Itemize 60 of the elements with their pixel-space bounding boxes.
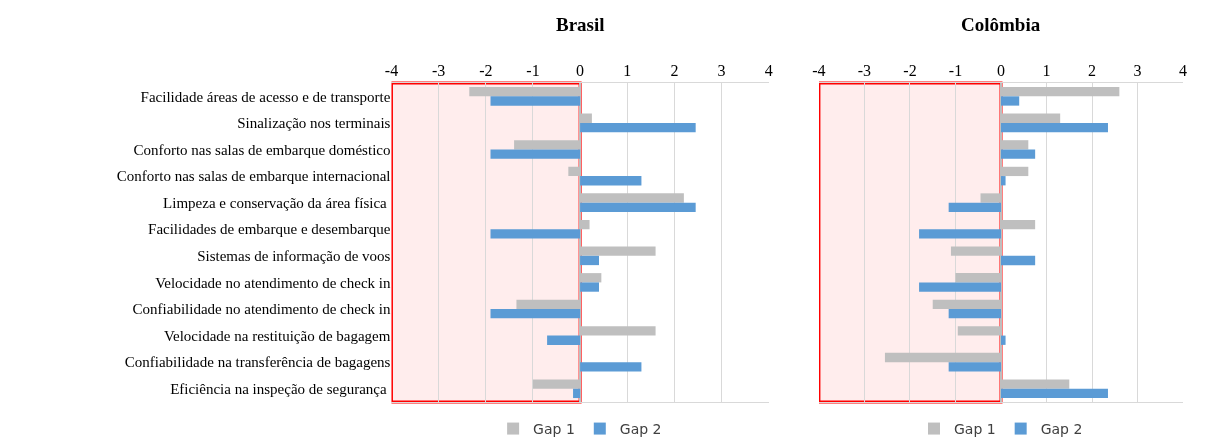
bar xyxy=(1001,96,1020,106)
y-tick-label: Conforto nas salas de embarque internacional xyxy=(116,168,391,185)
y-tick-label: Sinalização nos terminais xyxy=(237,115,391,132)
x-tick-label: -4 xyxy=(384,61,399,79)
bar xyxy=(547,335,581,345)
bar xyxy=(580,202,696,212)
bar xyxy=(919,229,1001,239)
bar xyxy=(1001,149,1036,159)
y-tick-label: Velocidade no atendimento de check in xyxy=(155,274,391,291)
legend-label: Gap 2 xyxy=(619,421,662,438)
y-tick-label: Confiabilidade na transferência de bagagens xyxy=(124,354,391,371)
bar xyxy=(490,309,581,319)
bar xyxy=(490,96,581,106)
bar xyxy=(948,309,1001,319)
bar xyxy=(580,282,599,292)
x-tick-label: -3 xyxy=(431,61,446,79)
y-tick-label: Sistemas de informação de voos xyxy=(197,248,391,265)
bar xyxy=(948,362,1001,372)
y-tick-label: Eficiência na inspeção de segurança xyxy=(170,381,391,397)
x-tick-label: 3 xyxy=(1133,61,1142,79)
y-tick-label: Velocidade na restituição de bagagem xyxy=(163,327,391,344)
x-tick-label: -3 xyxy=(857,61,872,79)
bar xyxy=(580,176,642,186)
bar xyxy=(1001,335,1006,345)
y-tick-label: Facilidades de embarque e desembarque xyxy=(148,221,391,238)
bar xyxy=(1001,388,1108,399)
y-tick-label: Confiabilidade no atendimento de check in xyxy=(132,301,391,318)
x-tick-label: -1 xyxy=(526,61,540,79)
bar xyxy=(580,362,642,372)
x-tick-label: -2 xyxy=(903,61,917,79)
x-tick-label: 3 xyxy=(717,61,726,79)
y-tick-label: Conforto nas salas de embarque doméstico xyxy=(133,141,391,158)
bar xyxy=(580,255,599,266)
bar xyxy=(573,388,581,399)
bar xyxy=(1001,176,1006,186)
chart-title: Brasil xyxy=(556,14,605,35)
x-tick-label: 2 xyxy=(670,61,679,79)
bar xyxy=(490,149,581,159)
bar xyxy=(580,122,696,133)
legend-label: Gap 1 xyxy=(533,421,575,438)
bar xyxy=(919,282,1001,292)
legend-label: Gap 2 xyxy=(1040,421,1083,438)
chart-title: Colômbia xyxy=(961,14,1041,35)
bar xyxy=(948,202,1001,212)
x-tick-label: 2 xyxy=(1088,61,1097,79)
x-tick-label: 1 xyxy=(1042,61,1051,79)
x-tick-label: 0 xyxy=(576,61,585,79)
bar xyxy=(1001,255,1036,266)
x-tick-label: -1 xyxy=(948,61,963,79)
y-tick-label: Facilidade áreas de acesso e de transporte xyxy=(140,88,391,105)
x-tick-label: 0 xyxy=(997,61,1005,79)
legend-label: Gap 1 xyxy=(954,421,996,438)
bar xyxy=(1001,122,1108,133)
x-tick-label: 4 xyxy=(1179,61,1188,79)
bar xyxy=(490,229,581,239)
y-tick-label: Limpeza e conservação da área física xyxy=(163,194,391,211)
x-tick-label: -4 xyxy=(812,61,826,79)
x-tick-label: -2 xyxy=(479,61,493,79)
x-tick-label: 1 xyxy=(623,61,632,79)
x-tick-label: 4 xyxy=(764,61,773,79)
